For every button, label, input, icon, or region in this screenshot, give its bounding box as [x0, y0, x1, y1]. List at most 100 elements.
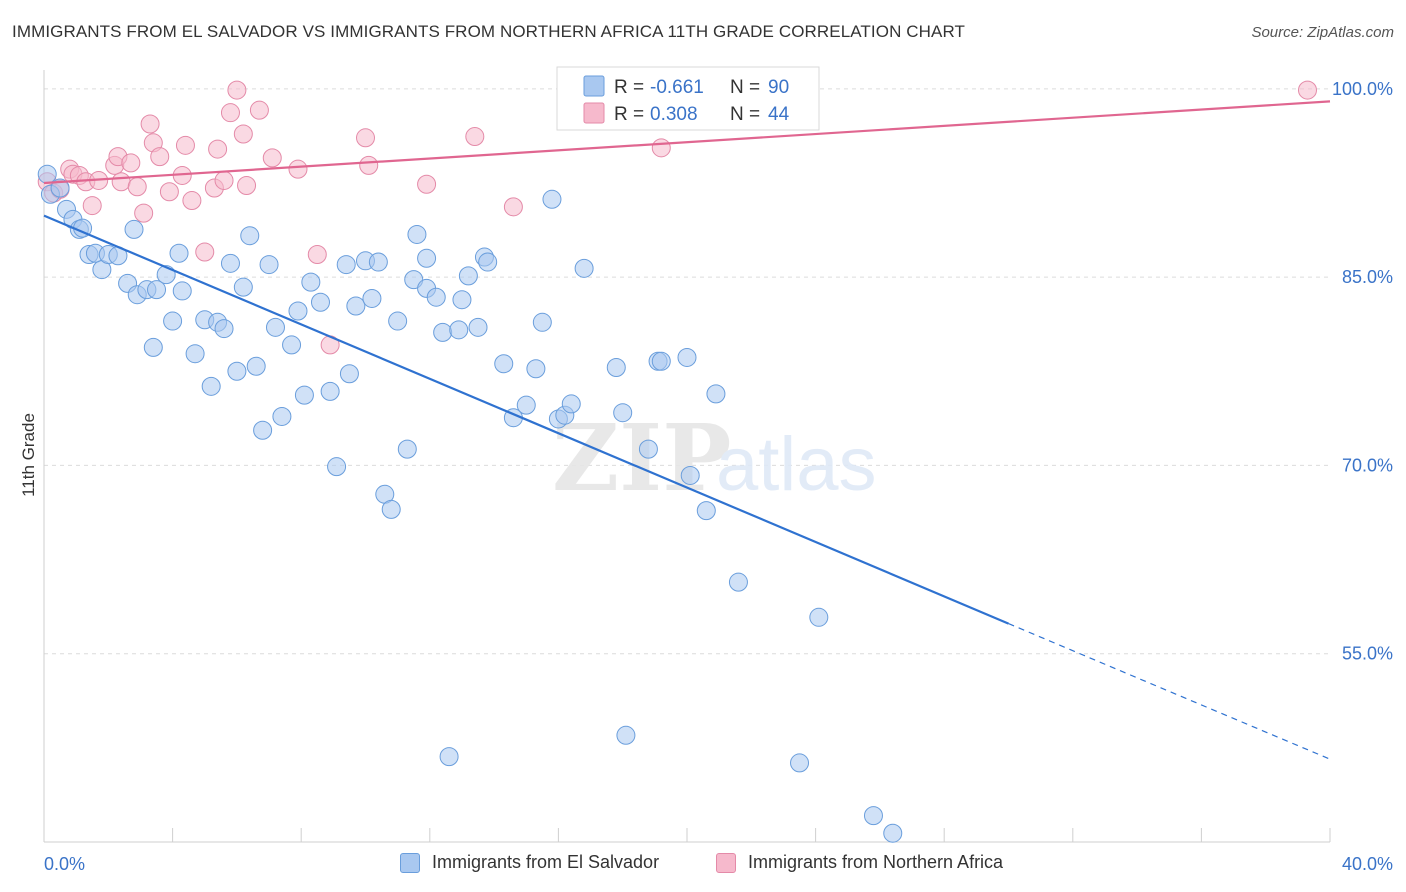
blue-point	[259, 255, 279, 275]
pink-point	[249, 100, 269, 120]
blue-point	[214, 319, 234, 339]
blue-point	[494, 354, 514, 374]
blue-point	[169, 243, 189, 263]
legend-label-northern-africa: Immigrants from Northern Africa	[748, 852, 1004, 872]
chart-title: IMMIGRANTS FROM EL SALVADOR VS IMMIGRANT…	[12, 22, 966, 41]
blue-point	[426, 287, 446, 307]
blue-point	[561, 394, 581, 414]
blue-point	[439, 747, 459, 767]
blue-point	[532, 312, 552, 332]
y-axis-label: 11th Grade	[19, 413, 38, 497]
y-tick-label: 55.0%	[1342, 644, 1393, 664]
blue-point	[339, 364, 359, 384]
y-tick-label: 100.0%	[1332, 79, 1393, 99]
pink-point	[307, 245, 327, 265]
blue-point	[606, 358, 626, 378]
blue-point	[809, 607, 829, 627]
blue-point	[458, 266, 478, 286]
pink-trend-line	[43, 100, 1331, 185]
pink-point	[220, 103, 240, 123]
blue-point	[172, 281, 192, 301]
blue-point	[863, 806, 883, 826]
blue-point	[362, 288, 382, 308]
watermark-atlas: atlas	[716, 422, 877, 507]
pink-point	[262, 148, 282, 168]
blue-point	[883, 823, 903, 843]
pink-point	[227, 80, 247, 100]
n-label: N =	[730, 104, 760, 125]
blue-point	[696, 501, 716, 521]
pink-point	[127, 177, 147, 197]
pink-point	[356, 128, 375, 148]
r-label: R =	[614, 77, 644, 98]
blue-point	[542, 189, 562, 209]
pink-point	[121, 153, 141, 173]
pink-point	[82, 196, 102, 216]
n-value: 90	[768, 77, 789, 98]
blue-point	[163, 311, 183, 331]
blue-point	[651, 351, 671, 371]
pink-point	[150, 147, 170, 167]
blue-point	[417, 248, 437, 268]
watermark: ZIP atlas	[552, 404, 877, 512]
blue-point	[381, 499, 401, 519]
pink-point	[214, 170, 234, 190]
blue-point	[253, 420, 273, 440]
blue-point	[613, 403, 633, 423]
legend-swatch-pink	[716, 852, 736, 873]
pink-point	[1297, 80, 1317, 100]
blue-point	[294, 385, 314, 405]
y-tick-label: 85.0%	[1342, 267, 1393, 287]
x-tick-label: 40.0%	[1342, 854, 1393, 874]
blue-point	[50, 178, 70, 198]
pink-point	[233, 124, 253, 144]
legend-swatch-blue	[583, 75, 605, 97]
legend-item-northern-africa[interactable]: Immigrants from Northern Africa	[716, 852, 1003, 873]
blue-point	[468, 317, 488, 337]
blue-point	[147, 280, 167, 300]
legend-item-el-salvador[interactable]: Immigrants from El Salvador	[400, 852, 659, 873]
legend-swatch-blue	[400, 852, 420, 873]
pink-point	[182, 191, 202, 211]
blue-series-points	[37, 164, 903, 843]
blue-point	[452, 290, 472, 310]
blue-point	[233, 277, 253, 297]
blue-trend-line	[43, 214, 1009, 625]
blue-point	[677, 347, 697, 367]
blue-point	[301, 272, 321, 292]
blue-point	[220, 253, 240, 273]
blue-point	[227, 361, 247, 381]
n-value: 44	[768, 104, 790, 125]
pink-point	[237, 175, 257, 195]
blue-point	[143, 337, 163, 357]
pink-point	[417, 174, 437, 194]
pink-point	[359, 155, 379, 175]
blue-point	[388, 311, 408, 331]
blue-point	[516, 395, 536, 415]
pink-point	[503, 197, 523, 217]
blue-point	[397, 439, 417, 459]
blue-point	[728, 572, 748, 592]
blue-point	[185, 344, 205, 364]
blue-point	[790, 753, 810, 773]
trend-lines	[43, 100, 1331, 760]
pink-point	[208, 139, 228, 159]
pink-point	[651, 138, 671, 158]
blue-point	[526, 359, 546, 379]
legend-label-el-salvador: Immigrants from El Salvador	[432, 852, 660, 872]
pink-point	[175, 135, 195, 155]
blue-point	[574, 258, 594, 278]
blue-point	[310, 292, 330, 312]
blue-point	[272, 406, 292, 426]
blue-trend-extension	[1008, 623, 1331, 760]
blue-point	[346, 296, 366, 316]
blue-point	[368, 252, 388, 272]
pink-point	[195, 242, 215, 262]
pink-point	[159, 182, 179, 202]
pink-point	[465, 127, 485, 147]
blue-point	[320, 381, 340, 401]
blue-point	[336, 255, 356, 275]
bottom-legend: Immigrants from El Salvador Immigrants f…	[0, 850, 1406, 880]
pink-point	[140, 114, 160, 134]
